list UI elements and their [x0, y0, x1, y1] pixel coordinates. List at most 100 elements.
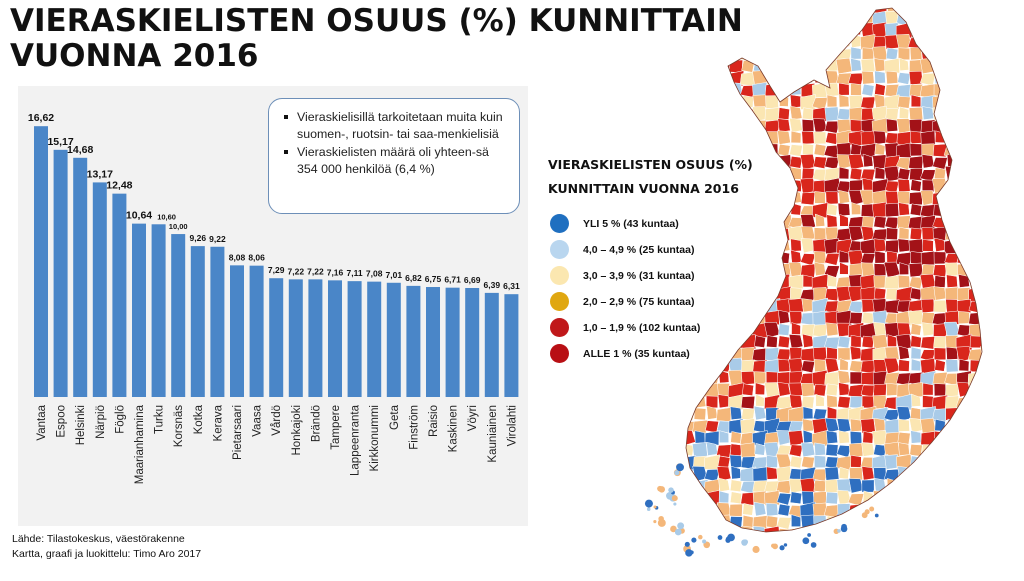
category-label: Kotka	[193, 404, 205, 434]
category-label: Pietarsaari	[232, 405, 244, 460]
legend-label: YLI 5 % (43 kuntaa)	[583, 218, 679, 230]
bar-9	[210, 246, 225, 397]
category-label: Virolahti	[506, 405, 518, 446]
category-label: Honkajoki	[291, 405, 303, 456]
bar-7	[171, 234, 186, 397]
legend-swatch-2-to-2-9	[550, 292, 569, 311]
bar-value-label: 7,22	[288, 266, 305, 276]
bar-value-label: 8,06	[248, 253, 265, 263]
category-label: Turku	[154, 405, 166, 434]
bar-value-label: 12,48	[106, 180, 132, 192]
bar-1	[53, 149, 68, 397]
title-line-2: VUONNA 2016	[10, 38, 259, 74]
bar-22	[465, 287, 480, 397]
bar-value-label: 13,17	[87, 168, 113, 180]
bar-value-label: 6,82	[405, 273, 422, 283]
category-label: Geta	[389, 404, 401, 430]
bar-value-label: 8,08	[229, 252, 246, 262]
bar-value-label: 7,22	[307, 266, 324, 276]
bar-chart-panel: 16,62 Vantaa 15,17 Espoo 14,68 Helsinki 13,17 N…	[18, 86, 528, 526]
map-regions	[685, 7, 983, 533]
bar-value-label: 6,69	[464, 275, 481, 285]
bar-14	[308, 279, 323, 397]
legend-title: VIERASKIELISTEN OSUUS (%) KUNNITTAIN VUO…	[548, 153, 753, 201]
source-line-1: Lähde: Tilastokeskus, väestörakenne	[12, 533, 185, 545]
legend-title-line-2: KUNNITTAIN VUONNA 2016	[548, 181, 739, 196]
category-label: Korsnäs	[173, 405, 185, 447]
bar-18	[386, 282, 401, 397]
bar-value-label: 7,08	[366, 269, 383, 279]
finland-municipality-map	[630, 0, 1024, 576]
category-label: Lappeenranta	[350, 404, 362, 476]
title-line-1: VIERASKIELISTEN OSUUS (%) KUNNITTAIN	[10, 3, 743, 39]
legend-swatch-under-1	[550, 344, 569, 363]
bar-value-label: 6,39	[484, 280, 501, 290]
category-label: Kerava	[212, 404, 224, 441]
category-label: Kauniainen	[487, 405, 499, 463]
legend-swatch-4-to-4-9	[550, 240, 569, 259]
bar-17	[367, 281, 382, 397]
category-label: Maarianhamina	[134, 404, 146, 484]
page-title: VIERASKIELISTEN OSUUS (%) KUNNITTAIN VUO…	[10, 4, 770, 74]
category-label: Raisio	[428, 405, 440, 437]
bar-value-label: 10,00	[169, 222, 188, 231]
category-label: Vantaa	[36, 404, 48, 440]
bar-19	[406, 285, 421, 397]
bar-value-label: 6,75	[425, 274, 442, 284]
bar-20	[426, 287, 440, 397]
bar-value-label: 9,26	[190, 233, 207, 243]
note-item-definition: Vieraskielisillä tarkoitetaan muita kuin…	[284, 109, 509, 143]
map-graphic	[644, 7, 983, 557]
note-box: Vieraskielisillä tarkoitetaan muita kuin…	[268, 98, 520, 214]
category-label: Vaasa	[252, 404, 264, 436]
category-label: Tampere	[330, 405, 342, 450]
bar-value-label: 7,11	[347, 268, 363, 278]
bar-value-label: 14,68	[67, 144, 93, 156]
note-list: Vieraskielisillä tarkoitetaan muita kuin…	[283, 109, 509, 178]
category-label: Finström	[408, 405, 420, 450]
category-label: Kirkkonummi	[369, 405, 381, 471]
legend-label: 2,0 – 2,9 % (75 kuntaa)	[583, 296, 695, 308]
legend-label: 4,0 – 4,9 % (25 kuntaa)	[583, 244, 695, 256]
source-line-2: Kartta, graafi ja luokittelu: Timo Aro 2…	[12, 548, 202, 560]
bar-6	[151, 224, 166, 397]
bar-2	[73, 157, 88, 397]
bar-value-label: 7,29	[268, 265, 285, 275]
bar-10	[230, 265, 244, 397]
category-label: Föglö	[114, 405, 126, 434]
finland-outline	[685, 7, 983, 533]
legend-swatch-3-to-3-9	[550, 266, 569, 285]
bar-11	[249, 265, 264, 397]
archipelago-islands	[644, 463, 879, 557]
bar-value-label: 15,17	[47, 136, 73, 148]
category-label: Kaskinen	[448, 405, 460, 452]
category-label: Brändö	[310, 405, 322, 442]
bar-value-label: 10,64	[126, 210, 152, 222]
bar-value-label: 9,22	[209, 234, 226, 244]
legend-title-line-1: VIERASKIELISTEN OSUUS (%)	[548, 157, 753, 172]
legend-label: 3,0 – 3,9 % (31 kuntaa)	[583, 270, 695, 282]
category-label: Espoo	[56, 405, 68, 438]
bar-value-label: 7,16	[327, 267, 344, 277]
bar-3	[92, 182, 107, 397]
bar-chart: 16,62 Vantaa 15,17 Espoo 14,68 Helsinki 13,17 N…	[28, 112, 520, 484]
legend-label: ALLE 1 % (35 kuntaa)	[583, 348, 690, 360]
category-label: Helsinki	[75, 405, 87, 445]
bar-value-label: 6,71	[444, 275, 461, 285]
bar-24	[504, 294, 519, 397]
category-label: Vårdö	[271, 405, 283, 436]
bar-23	[484, 292, 499, 397]
bar-13	[288, 279, 303, 397]
bar-value-label: 7,01	[386, 270, 403, 280]
bar-value-label: 10,60	[157, 212, 176, 221]
category-label: Närpiö	[95, 405, 107, 439]
legend-swatch-over-5	[550, 214, 569, 233]
bar-value-label: 16,62	[28, 112, 54, 124]
legend-label: 1,0 – 1,9 % (102 kuntaa)	[583, 322, 701, 334]
bar-12	[269, 278, 284, 397]
bar-16	[347, 281, 362, 397]
bar-8	[190, 246, 205, 397]
bar-0	[34, 126, 48, 397]
bar-5	[132, 223, 146, 397]
bar-4	[112, 193, 127, 397]
